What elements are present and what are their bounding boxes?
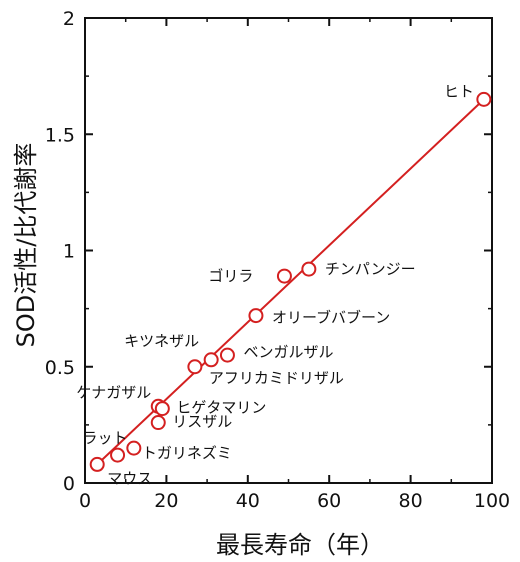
x-tick-label: 20 — [154, 490, 178, 512]
point-label: キツネザル — [124, 332, 199, 350]
x-tick-label: 100 — [474, 490, 510, 512]
y-tick-label: 0 — [63, 473, 75, 495]
point-label: トガリネズミ — [142, 444, 232, 462]
point-label: チンパンジー — [325, 260, 416, 278]
data-point — [219, 347, 235, 363]
y-tick-label: 2 — [63, 8, 75, 30]
point-label: ベンガルザル — [243, 343, 333, 361]
y-tick-label: 0.5 — [45, 357, 75, 379]
data-point — [89, 456, 105, 472]
x-tick-label: 80 — [399, 490, 423, 512]
data-point — [187, 359, 203, 375]
point-label: マウス — [107, 469, 152, 487]
data-point — [248, 308, 264, 324]
data-point — [301, 261, 317, 277]
data-point — [203, 352, 219, 368]
data-points — [89, 91, 492, 472]
y-axis-title: SOD活性/比代謝率 — [12, 143, 40, 348]
x-axis-title: 最長寿命（年） — [216, 531, 384, 559]
data-point — [154, 401, 170, 417]
point-label: ヒト — [444, 82, 474, 100]
y-tick-label: 1 — [63, 241, 75, 263]
x-axis: 0 20 40 60 80 100 — [79, 18, 510, 512]
data-point — [110, 447, 126, 463]
point-label: リスザル — [172, 413, 232, 431]
plot-frame — [84, 17, 493, 484]
point-label: ケナガザル — [76, 383, 151, 401]
point-label: オリーブバブーン — [272, 309, 390, 327]
point-label: アフリカミドリザル — [209, 369, 344, 387]
point-label: ラット — [83, 429, 128, 447]
x-tick-label: 0 — [79, 490, 91, 512]
data-point — [476, 91, 492, 107]
data-point — [276, 268, 292, 284]
y-tick-label: 1.5 — [45, 124, 75, 146]
data-point — [150, 415, 166, 431]
data-point — [126, 440, 142, 456]
x-tick-label: 40 — [236, 490, 260, 512]
x-tick-label: 60 — [317, 490, 341, 512]
y-axis: 0 0.5 1 1.5 2 — [45, 8, 492, 495]
point-label: ゴリラ — [208, 267, 253, 285]
point-label: ヒゲタマリン — [176, 399, 266, 417]
